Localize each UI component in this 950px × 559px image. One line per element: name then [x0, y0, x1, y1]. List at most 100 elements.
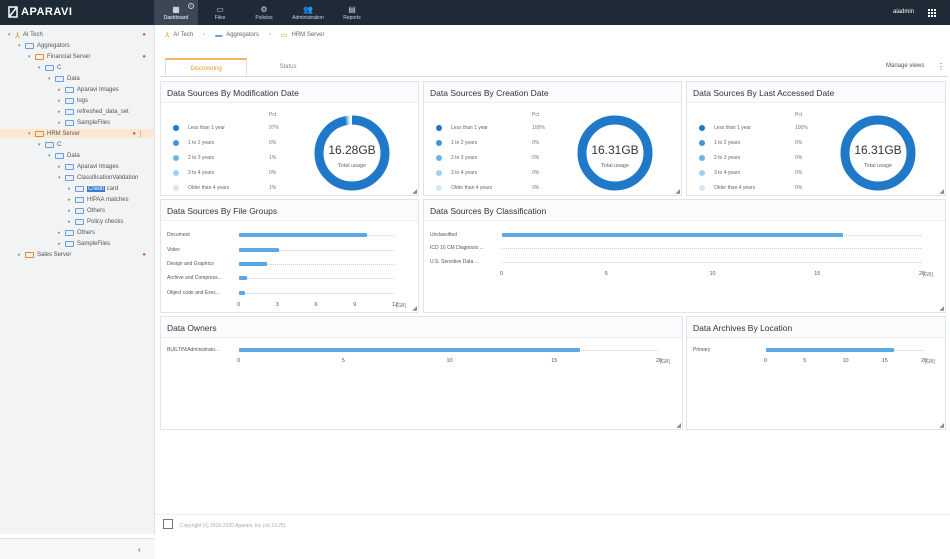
tree-item[interactable]: ▸ Credit card	[68, 184, 146, 194]
legend-label: 2 to 3 years	[188, 155, 215, 161]
user-name[interactable]: aiadmin	[893, 9, 915, 15]
legend-item[interactable]: 2 to 3 years	[699, 153, 740, 163]
nav-files[interactable]: ▭ Files	[198, 0, 242, 25]
expand-caret-icon[interactable]: ▸	[58, 230, 61, 236]
breadcrumb-item-aggregators[interactable]: Aggregators	[226, 32, 259, 38]
expand-caret-icon[interactable]: ▾	[38, 142, 41, 148]
data-bar[interactable]	[239, 247, 280, 252]
tree-item-menu-icon[interactable]: ⋮	[137, 131, 144, 138]
tree-item[interactable]: ▸ Aparavi Images	[58, 85, 146, 95]
tree-item[interactable]: ▸ refreshed_data_set	[58, 107, 146, 117]
expand-caret-icon[interactable]: ▾	[18, 43, 21, 49]
donut-slice	[577, 115, 653, 191]
tree-item[interactable]: ▾ C	[38, 63, 146, 73]
tree-item[interactable]: ▾ Financial Server ●	[28, 52, 146, 62]
expand-caret-icon[interactable]: ▾	[28, 54, 31, 60]
resize-handle-icon[interactable]: ◢	[412, 306, 417, 312]
tree-item[interactable]: ▾ ClassificationValidation	[58, 173, 146, 183]
data-bar[interactable]	[239, 290, 246, 295]
nav-dashboard[interactable]: ▦ Dashboard i	[154, 0, 198, 25]
resize-handle-icon[interactable]: ◢	[939, 189, 944, 195]
data-bar[interactable]	[239, 262, 268, 266]
legend-item[interactable]: 3 to 4 years	[436, 168, 477, 178]
legend-item[interactable]: 2 to 3 years	[173, 153, 214, 163]
legend-item[interactable]: Older than 4 years	[173, 183, 229, 193]
resize-handle-icon[interactable]: ◢	[939, 423, 944, 429]
nav-administration[interactable]: 👥 Administration	[286, 0, 330, 25]
legend-dot	[436, 170, 442, 176]
data-bar[interactable]	[502, 232, 844, 237]
apps-grid-icon[interactable]	[928, 9, 936, 17]
expand-caret-icon[interactable]: ▸	[18, 252, 21, 258]
tree-item[interactable]: ▸ Sales Server ●	[18, 250, 146, 260]
expand-caret-icon[interactable]: ▾	[38, 65, 41, 71]
tab-discovering[interactable]: Discovering	[165, 58, 247, 76]
data-bar[interactable]	[239, 348, 581, 352]
logo-text: APARAVI	[21, 6, 73, 18]
expand-caret-icon[interactable]: ▸	[68, 219, 71, 225]
tree-item[interactable]: ▸ Aparavi Images	[58, 162, 146, 172]
legend-item[interactable]: 1 to 2 years	[173, 138, 214, 148]
more-options-icon[interactable]: ⋮	[937, 62, 945, 71]
data-bar[interactable]	[239, 276, 247, 281]
legend-item[interactable]: 1 to 2 years	[436, 138, 477, 148]
data-bar[interactable]	[239, 233, 367, 238]
axis-tick-label: 0	[500, 270, 504, 277]
legend-item[interactable]: Less than 1 year	[173, 123, 225, 133]
tree-item[interactable]: ▾ Data	[48, 151, 146, 161]
expand-caret-icon[interactable]: ▾	[28, 131, 31, 137]
expand-caret-icon[interactable]: ▸	[68, 186, 71, 192]
tree-item[interactable]: ▾ C	[38, 140, 146, 150]
resize-handle-icon[interactable]: ◢	[676, 423, 681, 429]
expand-caret-icon[interactable]: ▾	[48, 76, 51, 82]
category-label: Design and Graphics	[167, 261, 214, 267]
tree-item[interactable]: ▾ HRM Server ● ⋮	[28, 129, 146, 139]
tree-item[interactable]: ▸ Others	[58, 228, 146, 238]
data-bar[interactable]	[766, 348, 894, 352]
expand-caret-icon[interactable]: ▾	[48, 153, 51, 159]
expand-caret-icon[interactable]: ▾	[8, 32, 11, 38]
expand-caret-icon[interactable]: ▸	[58, 241, 61, 247]
legend-item[interactable]: Less than 1 year	[436, 123, 488, 133]
reports-icon: ▤	[348, 4, 356, 14]
usage-donut-chart: 16.28GB Total usage	[314, 115, 390, 191]
nav-reports[interactable]: ▤ Reports	[330, 0, 374, 25]
legend-item[interactable]: Less than 1 year	[699, 123, 751, 133]
legend-item[interactable]: 2 to 3 years	[436, 153, 477, 163]
legend-item[interactable]: 3 to 4 years	[173, 168, 214, 178]
resize-handle-icon[interactable]: ◢	[412, 189, 417, 195]
legend-label: Less than 1 year	[451, 125, 488, 131]
breadcrumb-item-ai-tech[interactable]: AI Tech	[173, 32, 194, 38]
collapse-sidebar-icon[interactable]: ‹	[138, 545, 141, 554]
legend-item[interactable]: Older than 4 years	[436, 183, 492, 193]
nav-policies[interactable]: ⚙ Policies	[242, 0, 286, 25]
tree-item[interactable]: ▸ Policy checks	[68, 217, 146, 227]
axis-tick-label: 0	[764, 358, 768, 364]
legend-item[interactable]: 1 to 2 years	[699, 138, 740, 148]
tree-item[interactable]: ▸ logs	[58, 96, 146, 106]
tree-item[interactable]: ▸ SampleFiles	[58, 239, 146, 249]
expand-caret-icon[interactable]: ▸	[68, 197, 71, 203]
expand-caret-icon[interactable]: ▸	[58, 120, 61, 126]
tab-status[interactable]: Status	[279, 64, 297, 70]
tree-item[interactable]: ▸ Others	[68, 206, 146, 216]
manage-views-button[interactable]: Manage views	[886, 63, 925, 69]
tree-item[interactable]: ▾ Aggregators	[18, 41, 146, 51]
breadcrumb-item-hrm-server[interactable]: HRM Server	[291, 32, 325, 38]
tree-item[interactable]: ▾ Data	[48, 74, 146, 84]
legend-item[interactable]: 3 to 4 years	[699, 168, 740, 178]
expand-caret-icon[interactable]: ▾	[58, 175, 61, 181]
expand-caret-icon[interactable]: ▸	[68, 208, 71, 214]
info-badge-icon: i	[188, 3, 194, 9]
resize-handle-icon[interactable]: ◢	[939, 306, 944, 312]
tree-item[interactable]: ▾ ⅄ AI Tech ●	[8, 30, 146, 40]
expand-caret-icon[interactable]: ▸	[58, 87, 61, 93]
expand-caret-icon[interactable]: ▸	[58, 109, 61, 115]
tree-item[interactable]: ▸ SampleFiles	[58, 118, 146, 128]
expand-caret-icon[interactable]: ▸	[58, 164, 61, 170]
expand-caret-icon[interactable]: ▸	[58, 98, 61, 104]
legend-item[interactable]: Older than 4 years	[699, 183, 755, 193]
aparavi-logo[interactable]: APARAVI	[8, 6, 72, 18]
resize-handle-icon[interactable]: ◢	[675, 189, 680, 195]
tree-item[interactable]: ▸ HIPAA matches	[68, 195, 146, 205]
